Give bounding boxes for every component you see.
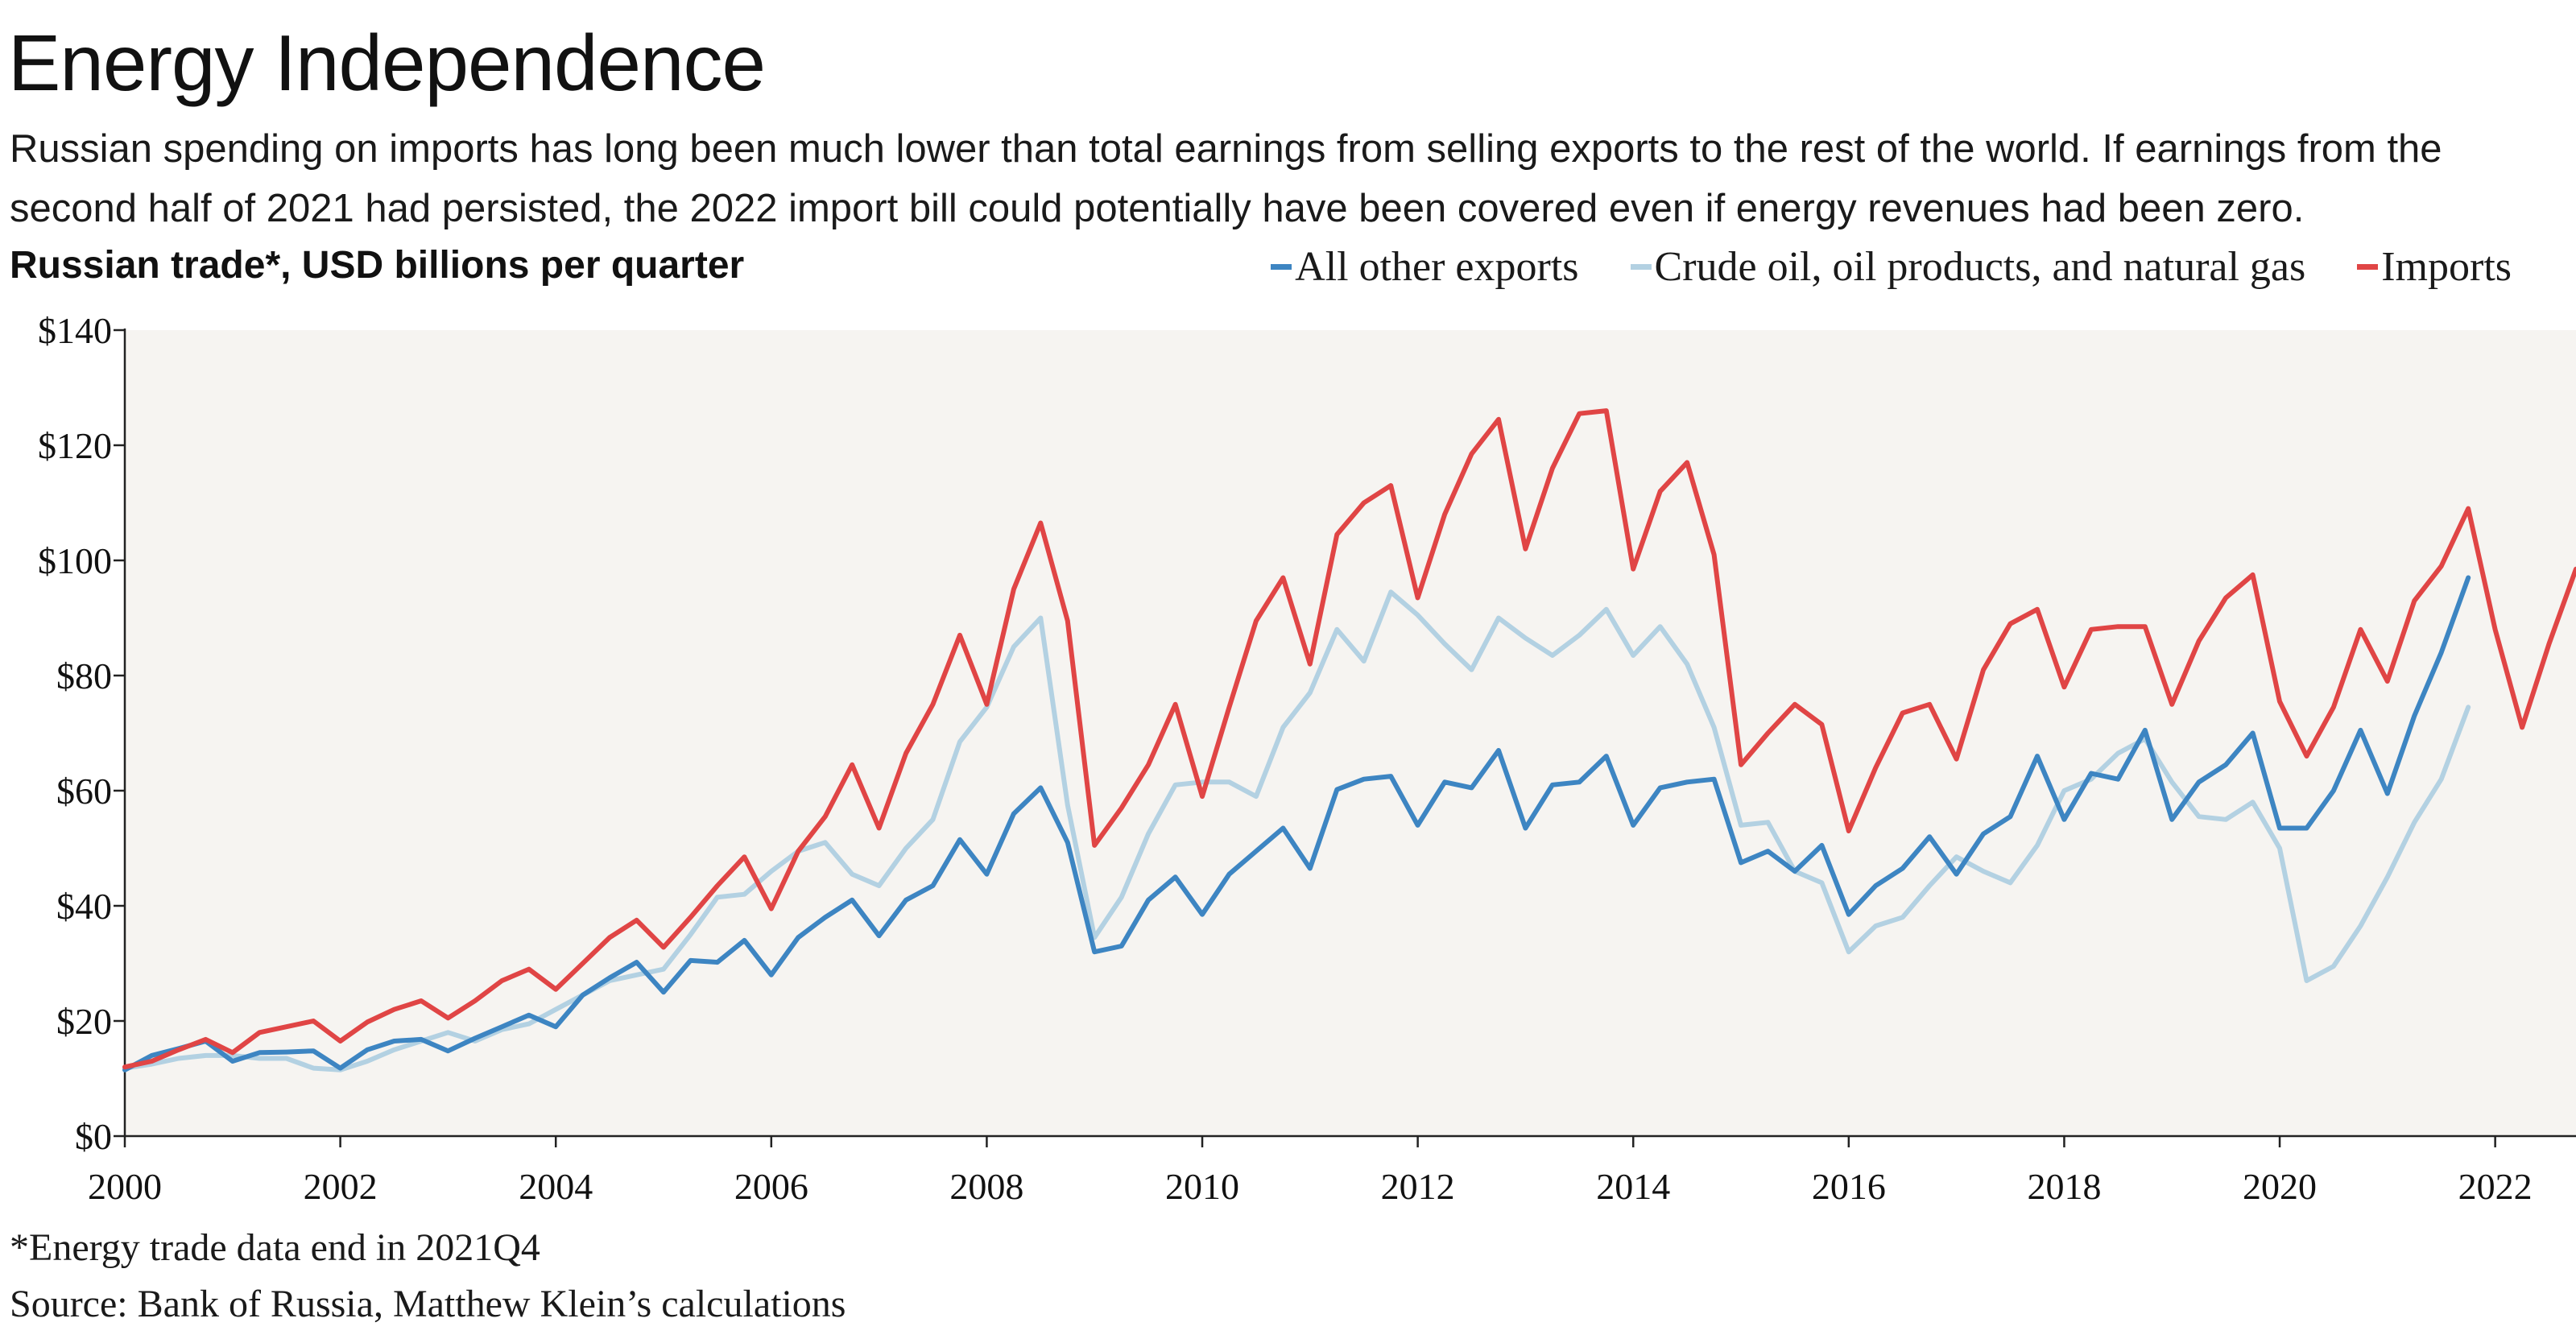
- x-tick-label: 2012: [1381, 1166, 1455, 1207]
- legend-item-imports: Imports: [2357, 243, 2512, 291]
- x-tick-label: 2014: [1596, 1166, 1670, 1207]
- x-tick-label: 2022: [2458, 1166, 2533, 1207]
- source-note: Source: Bank of Russia, Matthew Klein’s …: [10, 1283, 846, 1325]
- y-tick-label: $40: [56, 886, 112, 927]
- series-line-imports: [122, 408, 2576, 1070]
- y-tick-label: $100: [38, 540, 112, 581]
- legend-item-energy: Crude oil, oil products, and natural gas: [1630, 243, 2306, 291]
- chart-subtitle: Russian spending on imports has long bee…: [10, 127, 2442, 230]
- y-tick-label: $0: [75, 1116, 112, 1157]
- y-tick-label: $120: [38, 425, 112, 466]
- y-tick-label: $140: [38, 310, 112, 351]
- legend-swatch-energy: [1630, 264, 1652, 270]
- y-tick-label: $60: [56, 771, 112, 812]
- units-label: Russian trade*, USD billions per quarter: [10, 244, 745, 287]
- y-tick-label: $80: [56, 655, 112, 696]
- x-tick-label: 2004: [519, 1166, 593, 1207]
- x-tick-label: 2016: [1812, 1166, 1886, 1207]
- x-tick-label: 2002: [304, 1166, 378, 1207]
- x-tick-label: 2008: [949, 1166, 1023, 1207]
- x-tick-label: 2020: [2243, 1166, 2317, 1207]
- y-tick-label: $20: [56, 1001, 112, 1042]
- x-tick-label: 2018: [2027, 1166, 2101, 1207]
- x-tick-label: 2006: [734, 1166, 808, 1207]
- legend-swatch-imports: [2357, 264, 2379, 270]
- legend-label-all-other-exports: All other exports: [1295, 244, 1579, 290]
- footnote: *Energy trade data end in 2021Q4: [10, 1226, 540, 1269]
- chart-title: Energy Independence: [8, 19, 766, 107]
- legend: All other exports Crude oil, oil product…: [1271, 243, 2512, 291]
- series-line-energy: [122, 589, 2471, 1072]
- x-tick-label: 2010: [1165, 1166, 1239, 1207]
- plot-background: [125, 330, 2576, 1136]
- legend-label-imports: Imports: [2381, 244, 2512, 290]
- legend-item-all-other-exports: All other exports: [1271, 243, 1579, 291]
- legend-swatch-all-other-exports: [1271, 264, 1292, 270]
- series-line-all-other-exports: [122, 575, 2471, 1072]
- legend-label-energy: Crude oil, oil products, and natural gas: [1654, 244, 2306, 290]
- x-tick-label: 2000: [88, 1166, 162, 1207]
